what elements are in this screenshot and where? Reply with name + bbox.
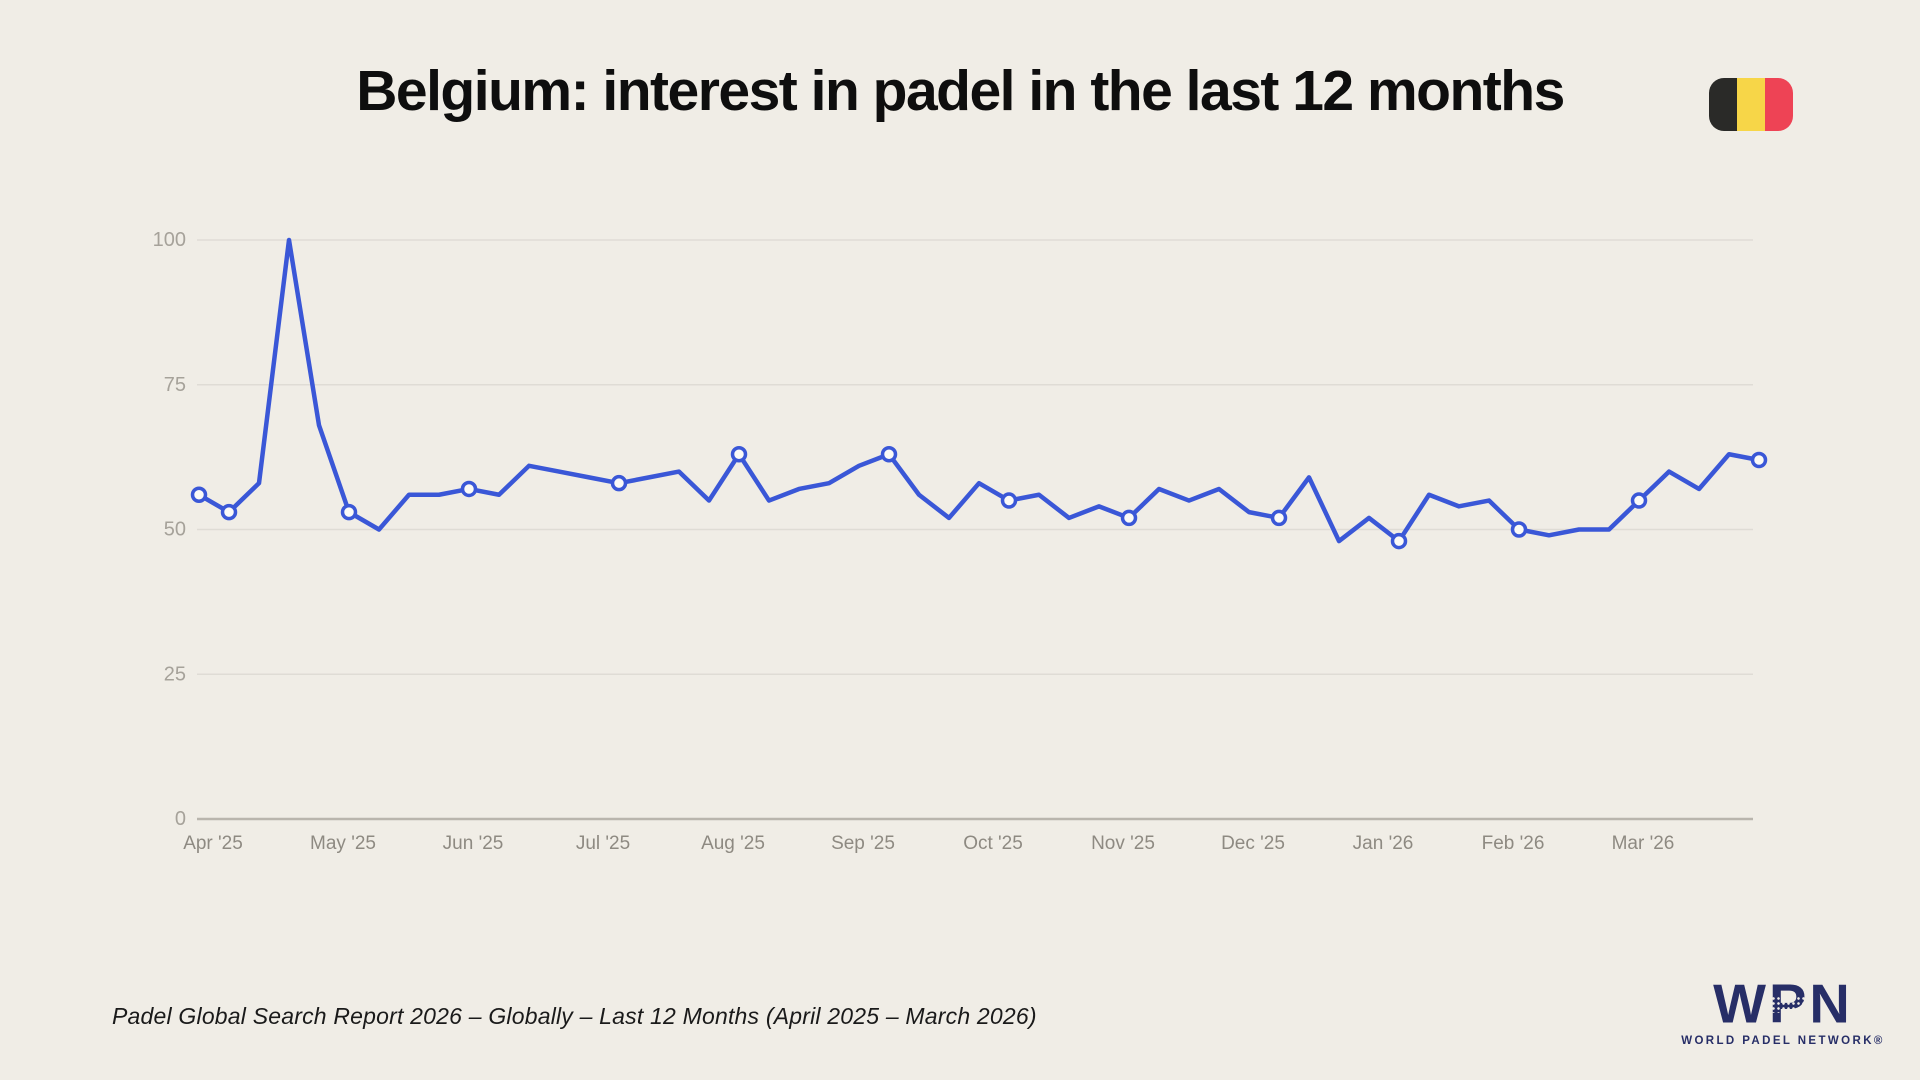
flag-stripe-red <box>1765 78 1793 131</box>
data-point-marker <box>1510 521 1528 538</box>
x-axis-label: May '25 <box>310 833 376 854</box>
wpn-logo-subtitle: WORLD PADEL NETWORK® <box>1681 1035 1885 1047</box>
wpn-logo: WPN WORLD PADEL NETWORK® <box>1678 976 1888 1047</box>
x-axis-label: Jan '26 <box>1353 833 1414 854</box>
x-axis-label: Oct '25 <box>963 833 1023 854</box>
x-axis-label: Feb '26 <box>1482 833 1545 854</box>
y-axis-label: 0 <box>175 808 186 830</box>
x-axis-label: Jun '25 <box>443 833 504 854</box>
y-axis-label: 75 <box>164 374 186 396</box>
y-axis-label: 100 <box>153 229 186 251</box>
data-point-marker <box>1390 532 1408 550</box>
wpn-logo-acronym: WPN <box>1713 972 1853 1035</box>
y-axis-label: 25 <box>164 663 186 685</box>
x-axis-label: Nov '25 <box>1091 833 1155 854</box>
data-point-marker <box>880 445 898 463</box>
data-point-marker <box>460 480 478 498</box>
data-point-marker <box>730 445 748 463</box>
source-caption: Padel Global Search Report 2026 – Global… <box>112 1003 1037 1029</box>
x-axis-label: Jul '25 <box>576 833 630 854</box>
x-axis-label: Dec '25 <box>1221 833 1285 854</box>
x-axis-label: Apr '25 <box>183 833 243 854</box>
data-point-marker <box>190 486 208 504</box>
data-point-marker <box>1630 492 1648 509</box>
data-point-marker <box>340 503 358 521</box>
chart-title: Belgium: interest in padel in the last 1… <box>356 59 1565 123</box>
data-point-marker <box>1750 451 1768 469</box>
flag-stripe-yellow <box>1737 78 1765 131</box>
trend-line <box>196 237 1762 544</box>
data-point-marker <box>220 503 238 521</box>
x-axis-label: Aug '25 <box>701 833 765 854</box>
data-point-marker <box>610 474 628 492</box>
belgium-flag-icon <box>1709 78 1793 131</box>
data-point-marker <box>1000 492 1018 509</box>
x-axis-label: Sep '25 <box>831 833 895 854</box>
x-axis-label: Mar '26 <box>1612 833 1675 854</box>
flag-stripe-black <box>1709 78 1737 131</box>
y-axis-label: 50 <box>164 519 186 541</box>
data-point-marker <box>1270 509 1288 527</box>
data-point-marker <box>1120 509 1138 527</box>
